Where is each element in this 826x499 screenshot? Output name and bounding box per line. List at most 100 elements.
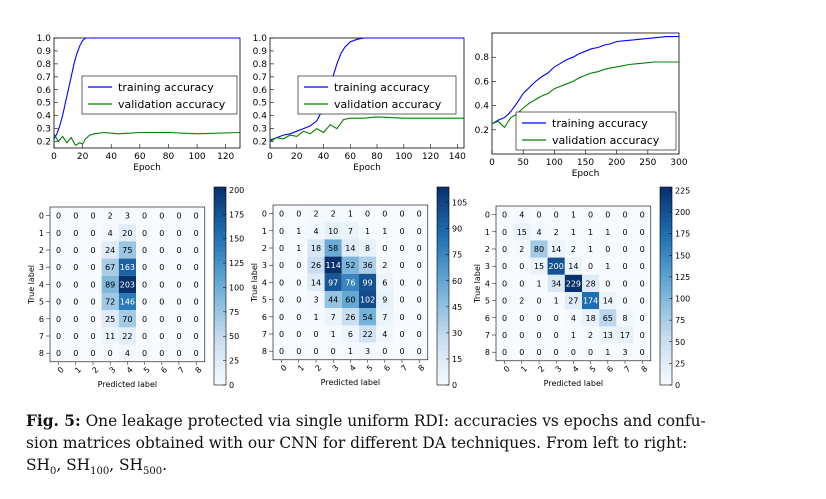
- cell-value: 0: [159, 298, 164, 307]
- heatmap-cell: [101, 207, 119, 225]
- y-tick-label: 0.9: [253, 47, 268, 57]
- colorbar-segment: [660, 330, 672, 336]
- colorbar-tick-label: 0: [452, 381, 457, 390]
- colorbar-segment: [214, 380, 226, 386]
- colorbar-segment: [214, 365, 226, 371]
- x-tick-label: 60: [345, 152, 357, 162]
- colorbar-segment: [437, 246, 449, 252]
- heatmap-cell: [393, 291, 411, 309]
- legend-label: training accuracy: [118, 81, 214, 94]
- cell-value: 0: [519, 348, 524, 357]
- colorbar-segment: [660, 231, 672, 237]
- heatmap-cell: [101, 310, 119, 328]
- confusion-matrix-SH100: 0 0 2 2 1 0 0 0 00 1 4 10 7 1 1 0 00 1 18 58 14 8 0 0 00 0 26 114 52…: [250, 186, 467, 390]
- cell-value: 1: [588, 245, 593, 254]
- heatmap-cell: [187, 241, 205, 259]
- cell-value: 75: [122, 246, 132, 255]
- colorbar-segment: [214, 226, 226, 233]
- cell-value: 0: [176, 246, 181, 255]
- heatmap-cell: [67, 310, 85, 328]
- x-tick-label: 250: [639, 158, 656, 168]
- heatmap-cell: [187, 224, 205, 242]
- colorbar-segment: [214, 281, 226, 287]
- heatmap-cell: [410, 308, 428, 326]
- heatmap-cell: [341, 205, 359, 223]
- heatmap-cell: [341, 256, 359, 274]
- heatmap-cell: [50, 224, 68, 242]
- heatmap-cell: [290, 308, 308, 326]
- cell-value: 0: [502, 228, 507, 237]
- y-tick-label: 1: [39, 229, 44, 238]
- heatmap-cell: [564, 240, 582, 258]
- cell-value: 0: [56, 212, 61, 221]
- cell-value: 0: [382, 347, 387, 356]
- cell-value: 2: [331, 210, 336, 219]
- colorbar-tick-label: 25: [675, 359, 685, 368]
- cell-value: 0: [296, 210, 301, 219]
- cell-value: 0: [571, 348, 576, 357]
- cell-value: 1: [313, 313, 318, 322]
- heatmap-cell: [359, 308, 377, 326]
- x-tick-label: 5: [142, 365, 152, 375]
- legend-label: training accuracy: [334, 81, 430, 94]
- heatmap-cell: [118, 344, 136, 362]
- cell-value: 0: [176, 315, 181, 324]
- heatmap-cell: [616, 343, 634, 361]
- colorbar-segment: [437, 226, 449, 233]
- line-chart-SH100: 0 20 40 60 80 100 120 140 0.2 0.3 0.4 0.5 0.6 0.7 0.8 0…: [253, 34, 466, 173]
- x-tick-label: 2: [313, 363, 323, 373]
- y-tick-label: 2: [485, 245, 490, 254]
- colorbar-segment: [214, 295, 226, 302]
- colorbar-segment: [437, 350, 449, 356]
- cell-value: 22: [122, 332, 132, 341]
- heatmap-cell: [324, 291, 342, 309]
- colorbar-segment: [660, 266, 672, 272]
- colorbar-segment: [214, 315, 226, 322]
- heatmap-cell: [633, 206, 651, 224]
- heatmap-cell: [547, 274, 565, 292]
- colorbar-segment: [660, 310, 672, 317]
- x-tick-label: 7: [622, 364, 632, 374]
- colorbar-segment: [660, 320, 672, 327]
- colorbar-frame: [659, 186, 673, 386]
- colorbar-segment: [437, 375, 449, 381]
- heatmap-cell: [599, 326, 617, 344]
- cell-value: 0: [296, 347, 301, 356]
- cell-value: 0: [142, 229, 147, 238]
- series-line-validation: [53, 131, 241, 147]
- legend-label: training accuracy: [552, 117, 648, 130]
- x-tick-label: 3: [554, 364, 564, 374]
- y-tick-label: 3: [39, 263, 44, 272]
- heatmap-cell: [324, 205, 342, 223]
- x-tick-label: 7: [176, 365, 186, 375]
- cell-value: 0: [417, 296, 422, 305]
- heatmap-cell: [564, 206, 582, 224]
- heatmap-cell: [513, 257, 531, 275]
- heatmap-cell: [118, 207, 136, 225]
- y-axis-label: True label: [250, 263, 259, 303]
- colorbar-segment: [437, 305, 449, 312]
- cell-value: 1: [605, 348, 610, 357]
- heatmap-cell: [564, 292, 582, 310]
- cell-value: 114: [326, 261, 341, 270]
- heatmap-cell: [50, 241, 68, 259]
- heatmap-cell: [170, 224, 188, 242]
- heatmap-cell: [530, 240, 548, 258]
- colorbar-segment: [214, 196, 226, 203]
- y-tick-label: 8: [485, 348, 490, 357]
- cell-value: 70: [122, 315, 132, 324]
- cell-value: 4: [382, 330, 387, 339]
- heatmap-cell: [136, 344, 154, 362]
- heatmap-cell: [376, 308, 394, 326]
- colorbar-segment: [214, 271, 226, 277]
- x-tick-label: 120: [422, 152, 439, 162]
- colorbar-tick-label: 105: [452, 199, 467, 208]
- colorbar-segment: [660, 300, 672, 307]
- heatmap-cell: [290, 256, 308, 274]
- colorbar-segment: [214, 231, 226, 237]
- colorbar-segment: [214, 216, 226, 223]
- colorbar-segment: [437, 221, 449, 228]
- x-tick-label: 0: [56, 365, 66, 375]
- heatmap-cell: [582, 240, 600, 258]
- cell-value: 0: [90, 349, 95, 358]
